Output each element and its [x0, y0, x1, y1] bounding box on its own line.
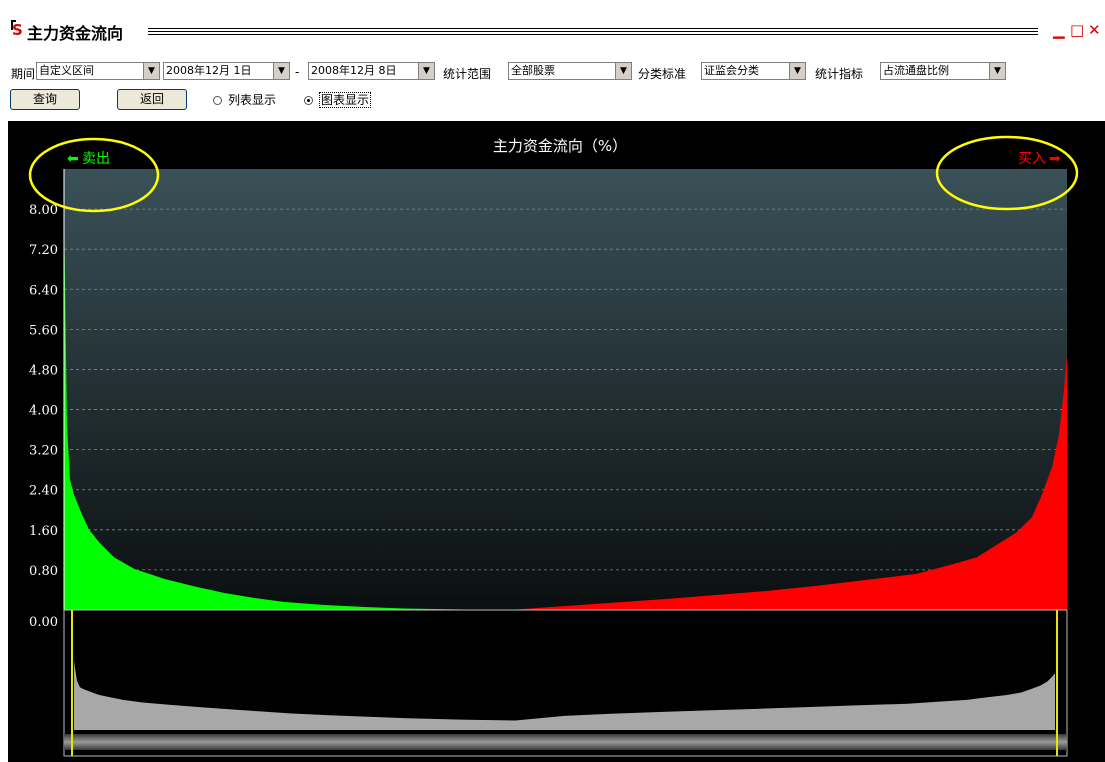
y-tick-label: 7.20 [29, 243, 58, 258]
scope-label: 统计范围 [443, 67, 492, 81]
category-label: 分类标准 [638, 67, 687, 81]
chevron-down-icon[interactable]: ▼ [989, 63, 1005, 79]
scope-select[interactable]: 全部股票 ▼ [508, 62, 632, 80]
indicator-select-value: 占流通盘比例 [883, 64, 949, 77]
y-tick-label: 4.80 [29, 363, 58, 378]
chart-svg: 8.00 7.20 6.40 5.60 4.80 4.00 3.20 2.40 1.60 0.80… [28, 135, 1079, 757]
buy-area [515, 354, 1067, 610]
end-date-value: 2008年12月 8日 [311, 64, 397, 77]
overview-scrollbar[interactable] [64, 734, 1067, 750]
radio-chart-view[interactable]: 图表显示 [304, 92, 372, 108]
minimize-button[interactable]: ▁ [1053, 21, 1065, 39]
indicator-label: 统计指标 [815, 67, 864, 81]
radio-list-label: 列表显示 [228, 93, 277, 107]
start-date-value: 2008年12月 1日 [166, 64, 252, 77]
app-logo-icon: S [12, 21, 23, 39]
y-tick-label: 0.80 [29, 564, 58, 579]
buy-highlight-ellipse [935, 135, 1079, 211]
period-select-value: 自定义区间 [39, 64, 94, 77]
radio-list-circle-icon[interactable] [213, 96, 222, 105]
title-bar[interactable]: S 主力资金流向 ▁ □ ✕ [8, 14, 1105, 44]
sell-arrow-icon: ⬅ [67, 151, 79, 167]
fund-flow-chart[interactable]: 8.00 7.20 6.40 5.60 4.80 4.00 3.20 2.40 1.60 0.80… [8, 121, 1105, 762]
buy-label: 买入 [1018, 151, 1046, 167]
chevron-down-icon[interactable]: ▼ [789, 63, 805, 79]
chevron-down-icon[interactable]: ▼ [273, 63, 289, 79]
y-tick-label: 3.20 [29, 444, 58, 459]
radio-list-view[interactable]: 列表显示 [213, 92, 276, 108]
window-title: 主力资金流向 [27, 24, 124, 43]
y-axis-ticks: 8.00 7.20 6.40 5.60 4.80 4.00 3.20 2.40 1.60 0.80… [29, 203, 58, 630]
y-tick-label: 8.00 [29, 203, 58, 218]
close-button[interactable]: ✕ [1088, 21, 1101, 39]
end-date-picker[interactable]: 2008年12月 8日 ▼ [308, 62, 435, 80]
radio-chart-label: 图表显示 [319, 92, 372, 108]
radio-chart-circle-icon[interactable] [304, 96, 313, 105]
grid-lines [64, 208, 1067, 571]
period-select[interactable]: 自定义区间 ▼ [36, 62, 160, 80]
start-date-picker[interactable]: 2008年12月 1日 ▼ [163, 62, 290, 80]
plot-background [64, 169, 1067, 610]
category-select-value: 证监会分类 [704, 64, 759, 77]
corner-mark [11, 20, 16, 30]
y-tick-label: 6.40 [29, 283, 58, 298]
chevron-down-icon[interactable]: ▼ [615, 63, 631, 79]
chevron-down-icon[interactable]: ▼ [143, 63, 159, 79]
period-label: 期间 [11, 67, 36, 81]
y-tick-label: 5.60 [29, 323, 58, 338]
title-grip-lines [148, 28, 1038, 36]
y-tick-label: 4.00 [29, 404, 58, 419]
buy-arrow-icon: ➡ [1049, 151, 1061, 167]
query-button[interactable]: 查询 [10, 89, 80, 110]
chart-title: 主力资金流向（%） [493, 137, 627, 155]
scope-select-value: 全部股票 [511, 64, 555, 77]
y-tick-label: 0.00 [29, 615, 58, 630]
sell-label: 卖出 [82, 151, 110, 167]
overview-area [74, 661, 1055, 730]
category-select[interactable]: 证监会分类 ▼ [701, 62, 806, 80]
y-tick-label: 1.60 [29, 524, 58, 539]
sell-area [64, 209, 516, 610]
y-tick-label: 2.40 [29, 484, 58, 499]
overview-navigator[interactable] [63, 609, 1068, 757]
back-button[interactable]: 返回 [117, 89, 187, 110]
chevron-down-icon[interactable]: ▼ [418, 63, 434, 79]
maximize-button[interactable]: □ [1070, 21, 1085, 39]
indicator-select[interactable]: 占流通盘比例 ▼ [880, 62, 1006, 80]
sell-highlight-ellipse [28, 137, 160, 213]
filter-toolbar: 期间 自定义区间 ▼ 2008年12月 1日 ▼ - 2008年12月 8日 ▼… [8, 56, 1105, 116]
date-range-dash: - [295, 65, 300, 79]
overview-frame [63, 609, 1068, 757]
